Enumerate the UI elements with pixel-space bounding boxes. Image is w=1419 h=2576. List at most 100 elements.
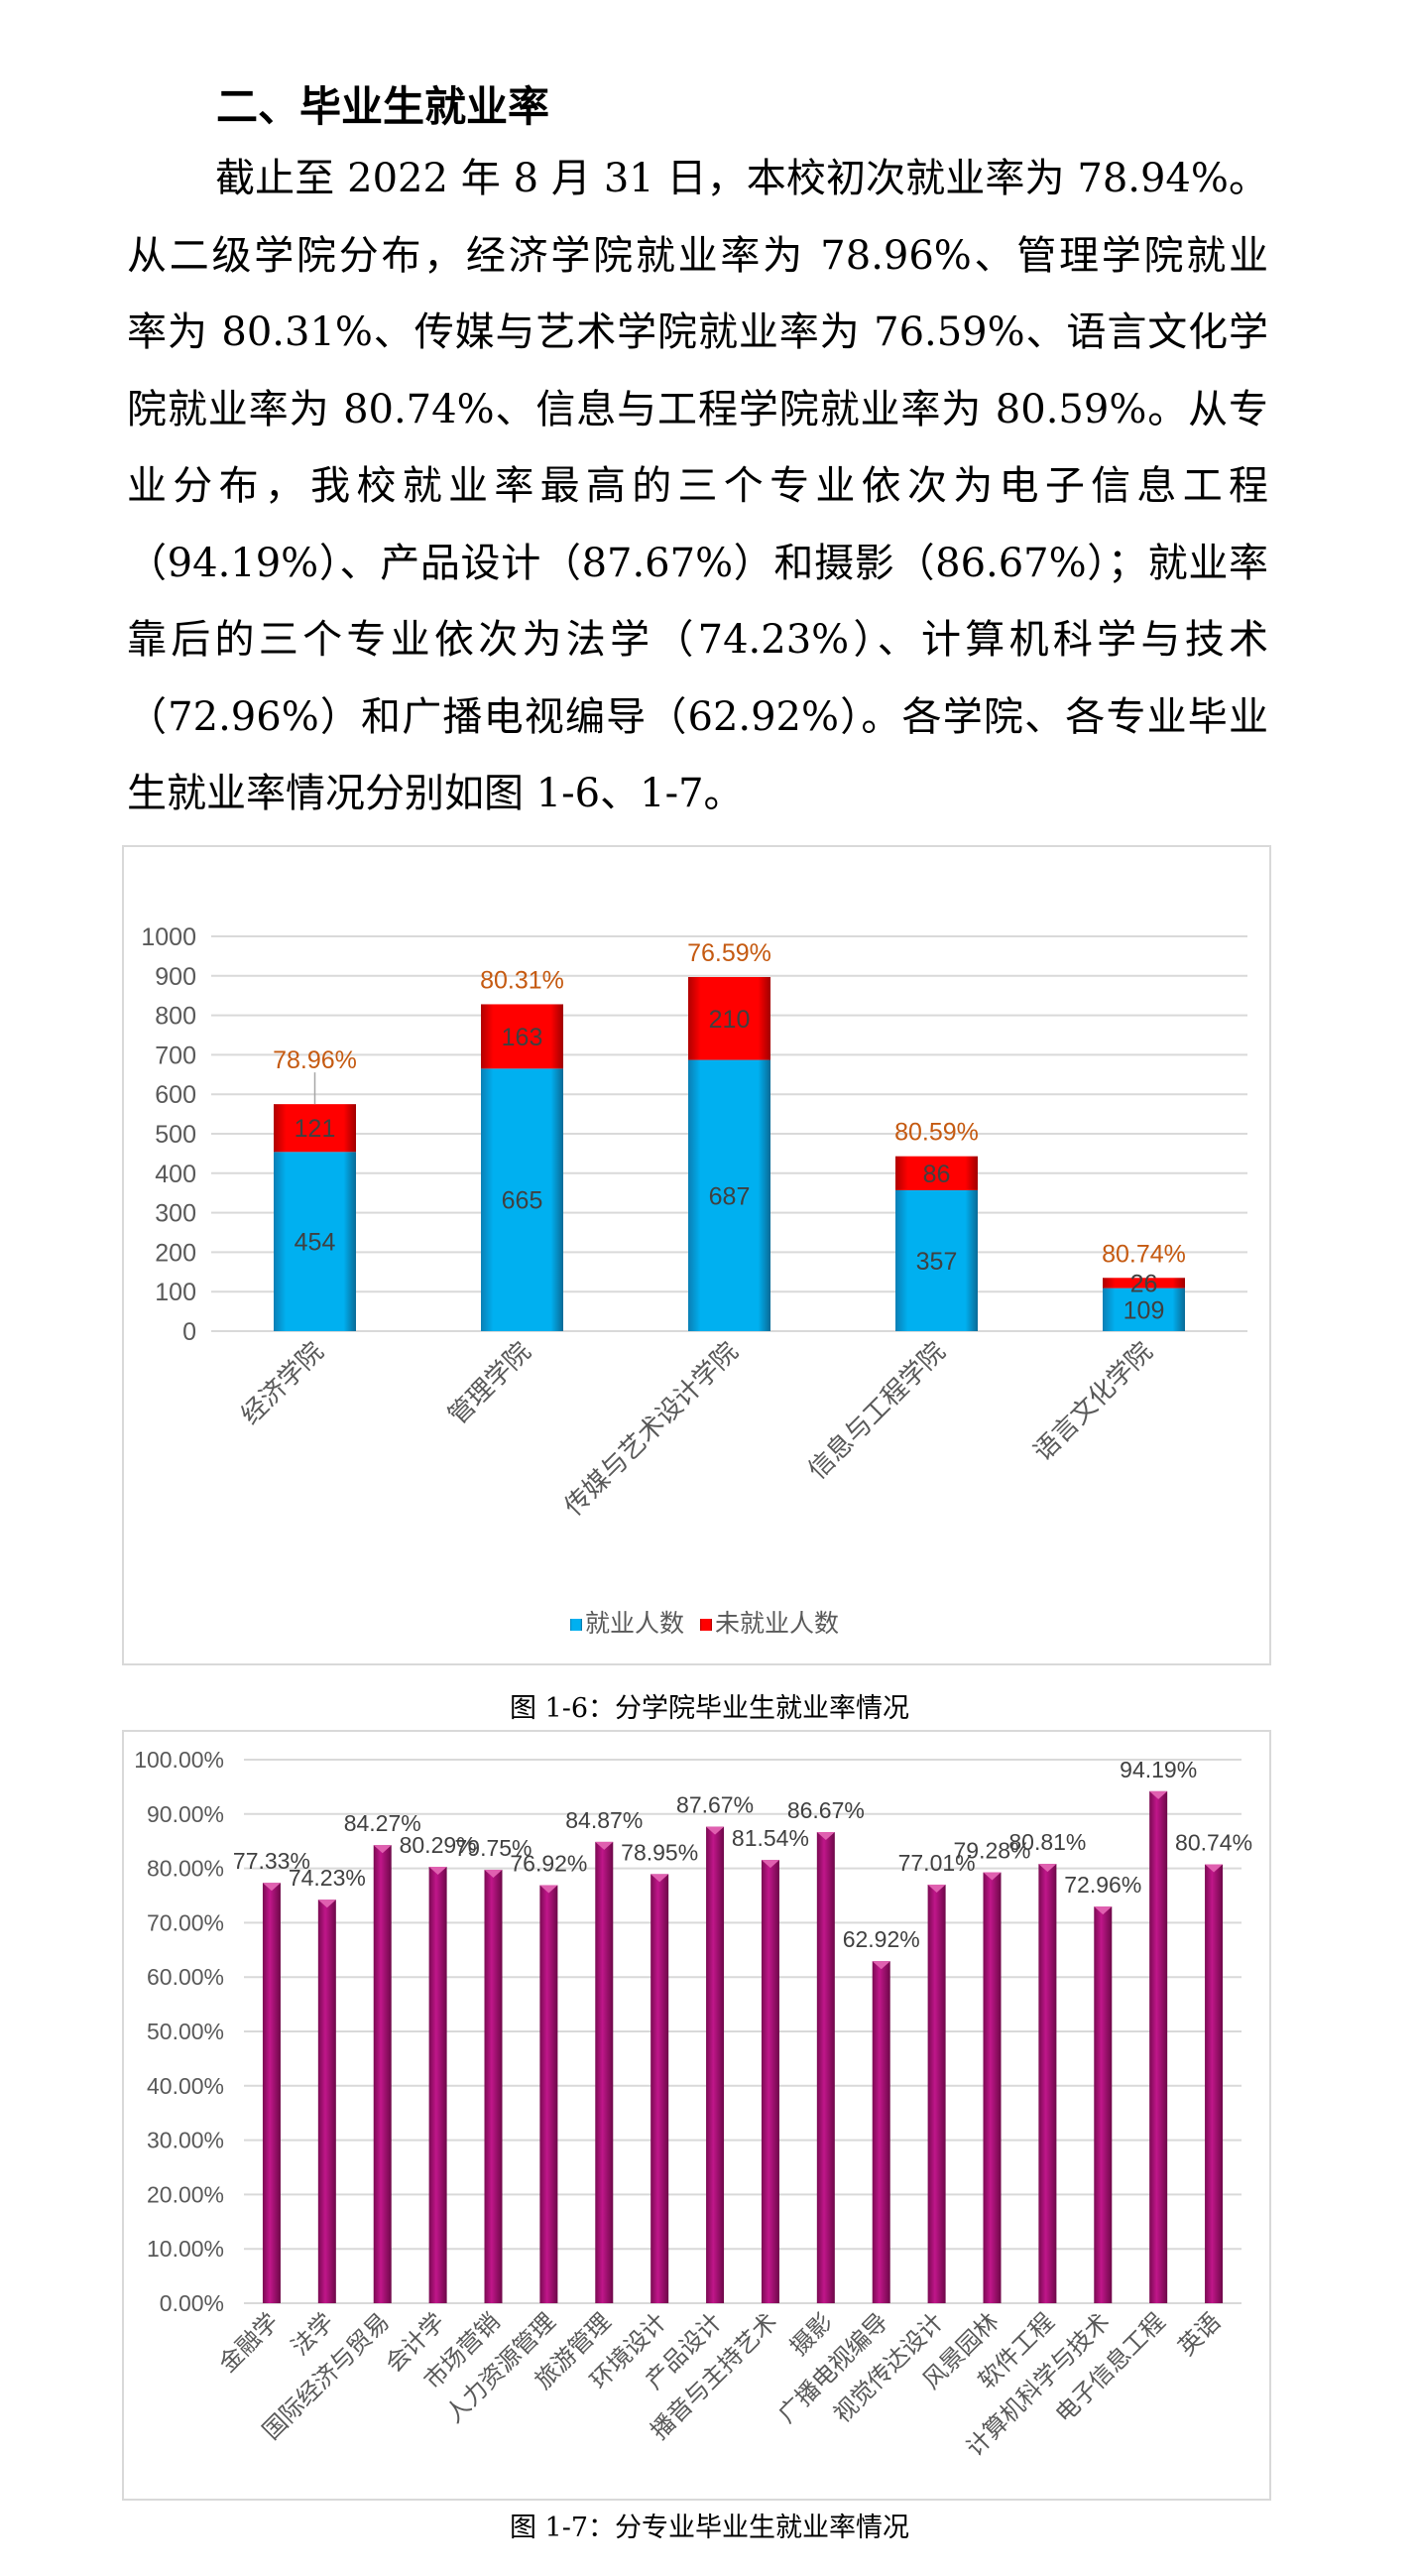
bar-cap xyxy=(317,1900,336,1908)
bar xyxy=(927,1884,946,2303)
data-label: 76.92% xyxy=(510,1850,587,1876)
data-label-employed: 454 xyxy=(295,1229,336,1257)
category-label: 语言文化学院 xyxy=(1027,1336,1158,1467)
y-tick-label: 10.00% xyxy=(147,2236,224,2262)
data-label-unemployed: 86 xyxy=(923,1161,951,1188)
y-tick-label: 1000 xyxy=(141,923,196,951)
bar-cap xyxy=(1205,1864,1224,1873)
bar-employed xyxy=(274,1152,356,1331)
section-heading: 二、毕业生就业率 xyxy=(216,82,550,131)
bar-cap xyxy=(373,1845,392,1854)
bar-cap xyxy=(262,1883,281,1892)
y-tick-label: 90.00% xyxy=(147,1801,224,1827)
data-label-employed: 109 xyxy=(1123,1296,1165,1324)
y-tick-label: 400 xyxy=(155,1161,196,1188)
y-tick-label: 70.00% xyxy=(147,1909,224,1935)
data-label-employed: 665 xyxy=(502,1187,543,1215)
y-tick-label: 40.00% xyxy=(147,2073,224,2099)
y-tick-label: 300 xyxy=(155,1200,196,1228)
category-label: 金融学 xyxy=(214,2308,284,2378)
data-label-unemployed: 121 xyxy=(295,1115,336,1143)
data-label-unemployed: 26 xyxy=(1130,1270,1158,1297)
bar-cap xyxy=(927,1884,946,1893)
data-label: 81.54% xyxy=(732,1825,809,1851)
bar xyxy=(1205,1864,1224,2303)
legend-unemployed: 未就业人数 xyxy=(715,1610,839,1638)
rate-label: 80.31% xyxy=(480,966,564,994)
bar-cap xyxy=(761,1860,779,1869)
bar-employed xyxy=(688,1059,770,1331)
bar-cap xyxy=(1094,1906,1113,1915)
y-tick-label: 500 xyxy=(155,1121,196,1149)
data-label: 84.27% xyxy=(344,1810,421,1836)
data-label: 79.28% xyxy=(953,1838,1030,1864)
category-label: 经济学院 xyxy=(235,1336,329,1430)
bar-cap xyxy=(595,1841,614,1850)
legend-swatch-unemployed xyxy=(700,1619,712,1631)
chart-college-frame xyxy=(122,845,1271,1665)
bar-cap xyxy=(1149,1790,1168,1799)
bar-cap xyxy=(650,1874,669,1883)
y-tick-label: 900 xyxy=(155,963,196,991)
y-tick-label: 700 xyxy=(155,1042,196,1069)
rate-label: 80.59% xyxy=(894,1119,979,1147)
bar-cap xyxy=(539,1885,558,1894)
data-label: 79.75% xyxy=(454,1835,532,1861)
bar-unemployed xyxy=(481,1004,563,1069)
bar xyxy=(761,1860,779,2303)
paragraph-line: 截止至 2022 年 8 月 31 日，本校初次就业率为 78.94%。 xyxy=(215,156,1268,201)
bar xyxy=(373,1845,392,2303)
rate-label: 76.59% xyxy=(687,939,771,967)
bar-cap xyxy=(484,1869,503,1878)
bar-cap xyxy=(706,1826,725,1835)
paragraph-line: （94.19%）、产品设计（87.67%）和摄影（86.67%）；就业率 xyxy=(127,540,1268,586)
chart-major-frame xyxy=(122,1730,1271,2501)
bar-employed xyxy=(481,1068,563,1331)
data-label: 80.81% xyxy=(1008,1829,1086,1855)
bar xyxy=(539,1885,558,2303)
paragraph-line: （72.96%）和广播电视编导（62.92%）。各学院、各专业毕业 xyxy=(127,693,1268,740)
paragraph-line: 业分布，我校就业率最高的三个专业依次为电子信息工程 xyxy=(127,463,1268,509)
bar-employed xyxy=(895,1189,978,1331)
y-tick-label: 800 xyxy=(155,1003,196,1031)
data-label: 78.95% xyxy=(621,1839,698,1865)
data-label: 80.29% xyxy=(400,1832,477,1858)
y-tick-label: 100.00% xyxy=(134,1747,224,1773)
category-label: 英语 xyxy=(1173,2308,1226,2361)
y-tick-label: 100 xyxy=(155,1279,196,1306)
data-label-unemployed: 210 xyxy=(709,1006,751,1034)
data-label: 77.01% xyxy=(898,1850,976,1876)
figure-caption-1-6: 图 1-6：分学院毕业生就业率情况 xyxy=(509,1693,910,1724)
legend-swatch-employed xyxy=(570,1619,582,1631)
data-label-employed: 687 xyxy=(709,1182,751,1210)
bar-cap xyxy=(1038,1864,1057,1873)
data-label: 72.96% xyxy=(1064,1872,1141,1898)
bar xyxy=(706,1826,725,2303)
data-label: 94.19% xyxy=(1120,1757,1197,1782)
bar-employed xyxy=(1103,1288,1185,1331)
bar xyxy=(816,1832,835,2303)
bar xyxy=(428,1867,447,2303)
bar-unemployed xyxy=(274,1104,356,1153)
bar xyxy=(650,1874,669,2303)
bar xyxy=(1149,1790,1168,2303)
y-tick-label: 50.00% xyxy=(147,2019,224,2044)
data-label: 80.74% xyxy=(1175,1830,1252,1856)
bar-cap xyxy=(872,1961,890,1970)
y-tick-label: 60.00% xyxy=(147,1964,224,1990)
y-tick-label: 80.00% xyxy=(147,1856,224,1882)
data-label-employed: 357 xyxy=(916,1248,958,1276)
data-label: 87.67% xyxy=(676,1792,754,1818)
data-label: 86.67% xyxy=(787,1797,865,1823)
bar-unemployed xyxy=(688,976,770,1060)
y-tick-label: 0.00% xyxy=(160,2290,224,2316)
paragraph-line: 生就业率情况分别如图 1-6、1-7。 xyxy=(127,771,744,816)
bar xyxy=(262,1883,281,2303)
category-label: 信息与工程学院 xyxy=(802,1336,951,1485)
bar xyxy=(595,1841,614,2303)
paragraph-line: 率为 80.31%、传媒与艺术学院就业率为 76.59%、语言文化学 xyxy=(127,309,1268,355)
bar-cap xyxy=(428,1867,447,1876)
y-tick-label: 200 xyxy=(155,1239,196,1267)
bar xyxy=(872,1961,890,2303)
bar xyxy=(317,1900,336,2303)
